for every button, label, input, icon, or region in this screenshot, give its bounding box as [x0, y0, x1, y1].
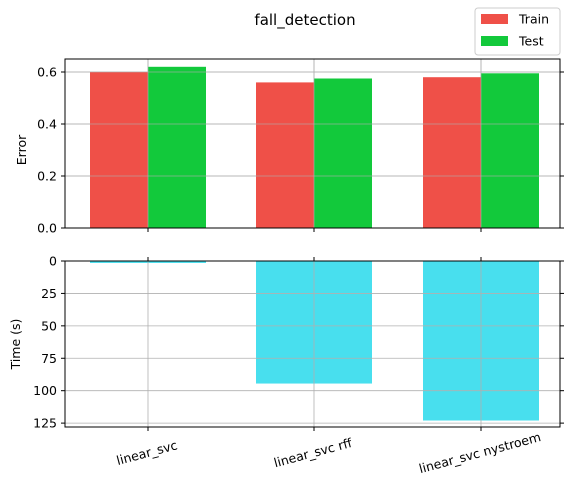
time-axis-label: Time (s)	[8, 319, 23, 371]
time-ytick-label: 50	[41, 318, 57, 333]
chart-title: fall_detection	[254, 11, 355, 30]
error-bar-test	[314, 78, 372, 228]
time-axes-frame	[64, 260, 561, 428]
error-bar-test	[148, 66, 206, 228]
error-bar-train	[423, 77, 481, 228]
time-ytick-label: 125	[33, 416, 57, 431]
time-ytick-label: 75	[41, 351, 57, 366]
error-axis-label: Error	[14, 134, 29, 165]
time-plot: 0 25 50 75 100 125 linear_svc linear_svc rff lin…	[33, 254, 564, 476]
error-ytick-label: 0.4	[37, 117, 57, 132]
error-bar-train	[256, 82, 314, 229]
error-ytick-label: 0.0	[37, 221, 57, 236]
time-ytick-label: 0	[49, 254, 57, 269]
legend-swatch-test	[481, 36, 508, 46]
legend: Train Test	[474, 7, 561, 56]
error-bar-train	[90, 72, 148, 228]
time-ytick-label: 100	[33, 383, 57, 398]
time-ytick-label: 25	[41, 286, 57, 301]
category-label: linear_svc nystroem	[417, 429, 542, 476]
error-ytick-label: 0.2	[37, 169, 57, 184]
legend-swatch-train	[481, 14, 508, 24]
category-label: linear_svc	[115, 437, 179, 468]
legend-label-test: Test	[518, 34, 544, 49]
legend-label-train: Train	[518, 12, 549, 27]
error-plot: 0.0 0.2 0.4 0.6	[37, 58, 564, 236]
error-axes-frame	[64, 58, 561, 229]
error-ytick-label: 0.6	[37, 65, 57, 80]
category-label: linear_svc rff	[272, 435, 354, 470]
error-bar-test	[481, 73, 539, 228]
